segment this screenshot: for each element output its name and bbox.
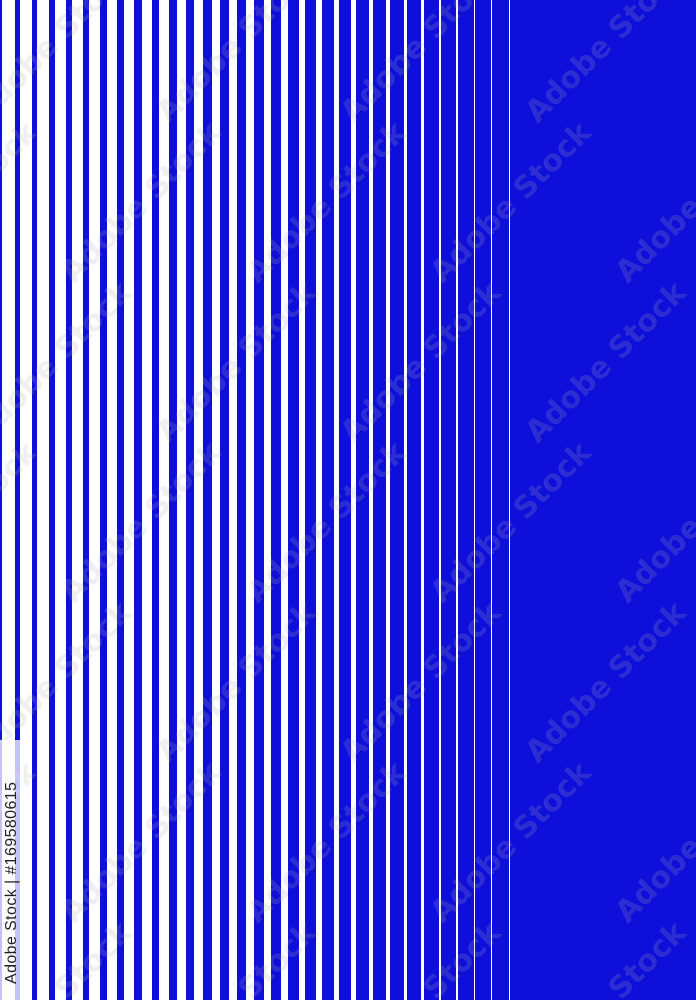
white-gap-stripe — [316, 0, 322, 1000]
white-gap-stripe — [421, 0, 425, 1000]
white-gap-stripe — [176, 0, 186, 1000]
white-gap-stripe — [124, 0, 135, 1000]
white-gap-stripe — [351, 0, 357, 1000]
white-gap-stripe — [228, 0, 237, 1000]
white-gap-stripe — [298, 0, 305, 1000]
white-gap-stripe — [263, 0, 271, 1000]
credit-label-bar: Adobe Stock | #169580615 — [0, 740, 24, 1000]
white-gap-stripe — [141, 0, 152, 1000]
white-gap-stripe — [159, 0, 169, 1000]
white-gap-stripe — [281, 0, 288, 1000]
white-gap-stripe — [71, 0, 84, 1000]
white-gap-stripe — [333, 0, 340, 1000]
white-gap-stripe — [403, 0, 408, 1000]
white-gap-stripe — [37, 0, 50, 1000]
credit-label-text: Adobe Stock | #169580615 — [3, 781, 20, 984]
white-gap-stripe — [368, 0, 374, 1000]
white-gap-stripe — [246, 0, 254, 1000]
white-gap-stripe — [491, 0, 493, 1000]
white-gap-stripe — [211, 0, 220, 1000]
white-gap-stripe — [54, 0, 67, 1000]
white-gap-stripe — [456, 0, 459, 1000]
white-gap-stripe — [106, 0, 118, 1000]
white-gap-stripe — [194, 0, 203, 1000]
white-gap-stripe — [473, 0, 476, 1000]
white-gap-stripe — [89, 0, 101, 1000]
white-gap-stripe — [438, 0, 442, 1000]
white-gap-stripe — [386, 0, 391, 1000]
